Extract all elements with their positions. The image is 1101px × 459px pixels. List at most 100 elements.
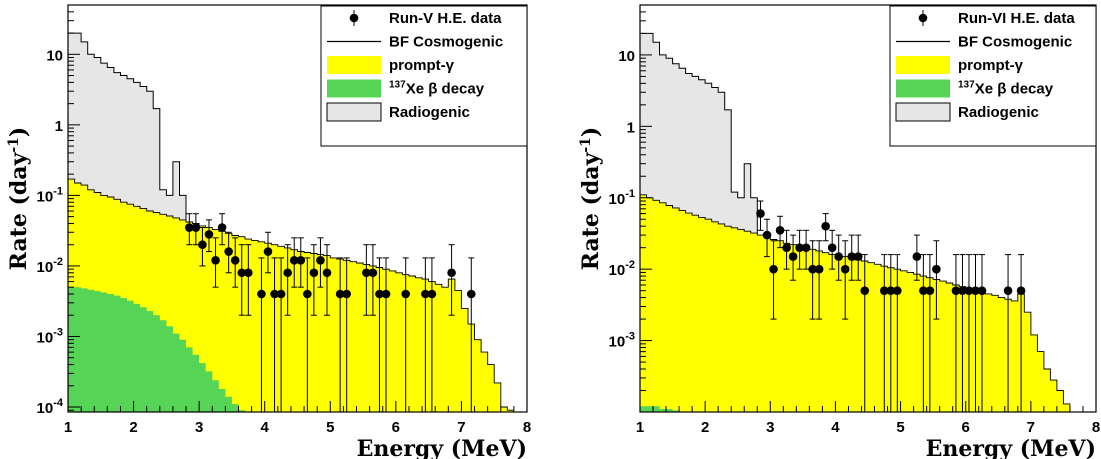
data-point xyxy=(191,223,201,232)
y-tick-base: 1 xyxy=(55,118,63,135)
legend-prompt-label: prompt-γ xyxy=(958,57,1024,74)
y-tick-exponent: -2 xyxy=(53,256,63,268)
y-tick-exponent: -3 xyxy=(53,326,63,338)
data-point xyxy=(204,230,214,239)
x-tick-label: 1 xyxy=(64,419,72,436)
data-point xyxy=(932,264,941,274)
y-tick-label: 10-2 xyxy=(37,256,63,276)
data-point xyxy=(375,289,384,299)
y-tick-base: 10 xyxy=(618,48,635,65)
data-point xyxy=(775,226,785,235)
data-point xyxy=(198,240,207,250)
y-tick-exponent: -1 xyxy=(53,185,63,197)
legend-radiogenic-swatch xyxy=(895,102,951,122)
x-tick-label: 7 xyxy=(457,419,465,436)
y-tick-base: 10 xyxy=(609,334,626,351)
x-tick-label: 8 xyxy=(523,419,531,436)
data-point xyxy=(237,268,247,278)
legend-prompt-swatch xyxy=(327,56,381,74)
data-point xyxy=(827,243,837,252)
data-point xyxy=(211,256,220,265)
y-tick-label: 10-3 xyxy=(609,331,635,351)
legend-prompt-label: prompt-γ xyxy=(389,57,455,74)
plot-area xyxy=(68,32,514,412)
legend-data-marker xyxy=(918,13,928,23)
y-tick-label: 10-4 xyxy=(37,397,64,417)
x-tick-label: 4 xyxy=(831,419,840,436)
legend-xe-sup: 137 xyxy=(958,80,975,91)
data-point xyxy=(762,230,772,240)
xe137-histogram xyxy=(68,287,245,412)
data-point xyxy=(309,268,319,278)
x-tick-label: 8 xyxy=(1092,419,1100,436)
data-point xyxy=(335,289,345,299)
x-tick-label: 1 xyxy=(636,419,644,436)
xe137-histogram xyxy=(640,406,680,412)
legend-xe-text: Xe β decay xyxy=(975,81,1054,98)
data-point xyxy=(289,256,299,265)
legend-data-label: Run-VI H.E. data xyxy=(958,10,1075,27)
y-tick-base: 10 xyxy=(37,259,54,276)
data-point xyxy=(401,289,410,299)
x-tick-label: 4 xyxy=(261,419,270,436)
y-axis-title: Rate (day-1) xyxy=(6,127,32,271)
plot-frame xyxy=(67,4,528,413)
y-tick-label: 10-3 xyxy=(37,326,63,346)
x-tick-label: 6 xyxy=(392,419,400,436)
data-point xyxy=(821,221,830,231)
legend: Run-V H.E. data BF Cosmogenic prompt-γ 137X… xyxy=(320,5,528,147)
data-point xyxy=(808,264,817,274)
x-tick-label: 7 xyxy=(1027,419,1035,436)
x-axis-title: Energy (MeV) xyxy=(926,436,1096,459)
data-point xyxy=(879,286,889,295)
data-point xyxy=(296,256,306,265)
legend-box xyxy=(320,5,528,147)
data-point xyxy=(276,289,286,299)
data-point xyxy=(466,289,476,299)
prompt-gamma-histogram xyxy=(640,194,1077,412)
legend-box xyxy=(889,5,1097,147)
legend-data-marker xyxy=(349,13,359,23)
y-tick-base: 10 xyxy=(609,191,626,208)
y-title-end: ) xyxy=(6,127,32,137)
data-point xyxy=(322,268,332,278)
data-point xyxy=(230,256,240,265)
data-point xyxy=(958,286,967,295)
y-tick-base: 1 xyxy=(627,119,635,136)
y-tick-exponent: -1 xyxy=(625,188,635,200)
y-title-sup: -1 xyxy=(578,137,594,153)
x-tick-label: 2 xyxy=(701,419,709,436)
data-point xyxy=(925,286,935,295)
data-point xyxy=(257,289,266,299)
x-axis-title: Energy (MeV) xyxy=(357,436,527,459)
data-point xyxy=(834,252,843,261)
y-tick-label: 10-1 xyxy=(609,188,635,208)
legend-radiogenic-label: Radiogenic xyxy=(958,104,1039,121)
data-point xyxy=(919,286,928,295)
cosmogenic-total-line xyxy=(68,178,514,411)
data-point xyxy=(381,289,391,299)
legend-prompt-swatch xyxy=(896,56,950,74)
data-point xyxy=(964,286,974,295)
data-point xyxy=(224,247,233,256)
legend-xe-swatch xyxy=(327,79,381,98)
data-point xyxy=(427,289,437,299)
data-point xyxy=(801,243,811,252)
y-tick-exponent: -4 xyxy=(53,397,64,409)
legend-cosmogenic-label: BF Cosmogenic xyxy=(389,34,503,51)
y-tick-exponent: -3 xyxy=(625,331,635,343)
data-point xyxy=(1003,286,1013,295)
data-point xyxy=(814,264,824,274)
data-point xyxy=(263,247,273,256)
legend-xe-label: 137Xe β decay xyxy=(958,80,1054,98)
data-point xyxy=(1016,286,1026,295)
y-tick-label: 10 xyxy=(46,47,63,64)
data-point xyxy=(951,286,961,295)
x-tick-label: 3 xyxy=(766,419,774,436)
legend: Run-VI H.E. data BF Cosmogenic prompt-γ 137… xyxy=(889,5,1097,147)
data-point xyxy=(847,252,857,261)
y-title-end: ) xyxy=(578,127,604,137)
y-tick-base: 10 xyxy=(37,188,54,205)
